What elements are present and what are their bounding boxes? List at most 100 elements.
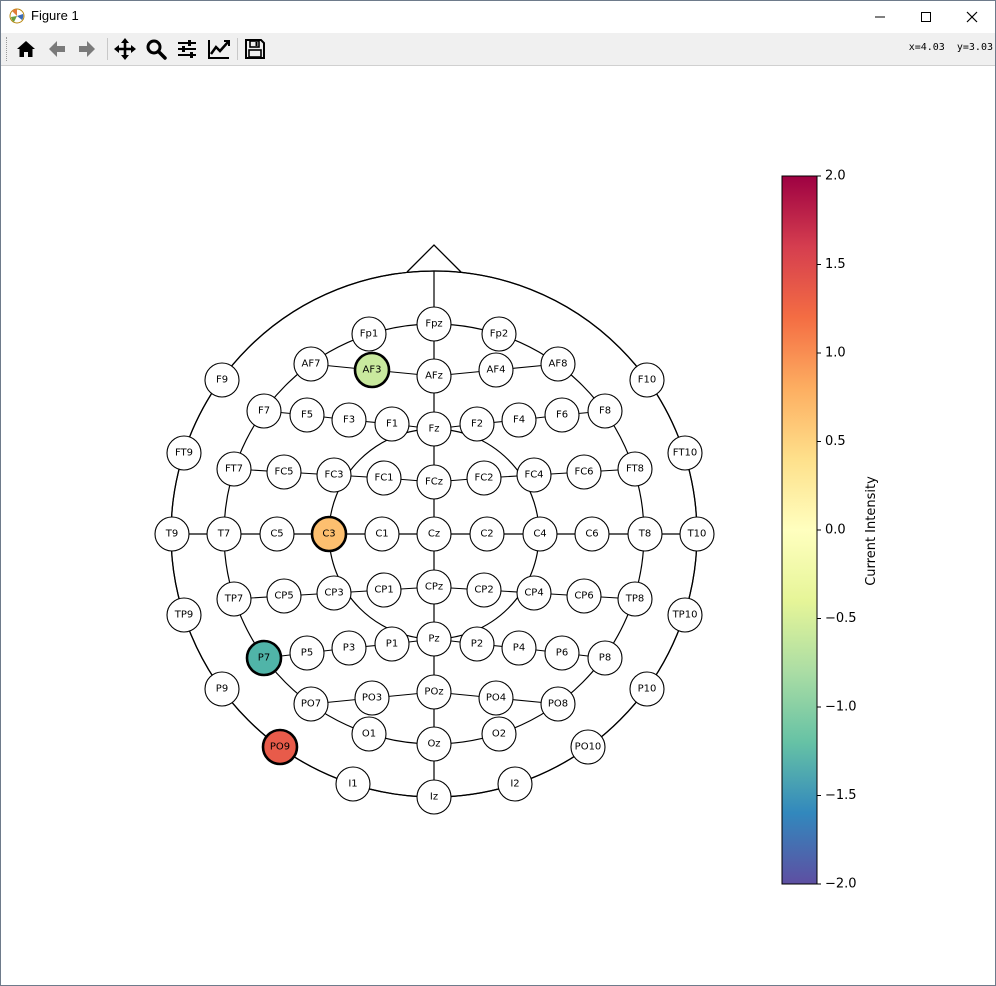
configure-subplots-button[interactable] [174,36,200,62]
back-button[interactable] [44,36,70,62]
colorbar-tick-label: −0.5 [825,611,857,626]
electrode-f10: F10 [629,362,665,398]
electrode-marker [366,572,402,608]
electrode-label: CP1 [374,585,393,596]
electrode-p9: P9 [204,671,240,707]
zoom-button[interactable] [143,36,169,62]
electrode-marker [266,578,302,614]
edit-axis-button[interactable] [206,36,232,62]
electrode-label: Fpz [425,319,442,330]
electrode-label: P5 [301,648,313,659]
electrode-marker [351,716,387,752]
electrode-marker [416,306,452,342]
electrode-label: Fp1 [360,329,378,340]
arrow-right-icon [79,41,95,57]
electrode-fc3: FC3 [316,457,352,493]
electrode-marker [246,393,282,429]
electrode-marker [667,435,703,471]
electrode-marker [629,671,665,707]
electrode-label: FC2 [474,473,493,484]
electrode-label: Fp2 [490,329,508,340]
electrode-marker [566,454,602,490]
electrode-f9: F9 [204,362,240,398]
electrode-marker [416,569,452,605]
electrode-f2: F2 [459,406,495,442]
matplotlib-logo-icon [9,8,25,24]
electrode-fc1: FC1 [366,460,402,496]
electrode-label: CP2 [474,585,493,596]
electrode-marker [416,516,452,552]
electrode-label: CP5 [274,591,293,602]
electrode-fp2: Fp2 [481,316,517,352]
electrode-c2: C2 [469,516,505,552]
electrode-marker [166,597,202,633]
pan-button[interactable] [112,36,138,62]
save-button[interactable] [242,36,268,62]
electrode-label: CP4 [524,588,543,599]
electrode-fc2: FC2 [466,460,502,496]
arrow-left-icon [49,41,65,57]
window-title: Figure 1 [31,8,79,23]
electrode-f7: F7 [246,393,282,429]
close-button[interactable] [949,1,995,32]
electrode-label: Cz [428,529,440,540]
electrode-marker [335,766,371,802]
home-icon [17,41,35,57]
electrode-cp4: CP4 [516,575,552,611]
colorbar: 2.0 1.5 1.0 0.5 0.0 −0.5 −1.0 −1.5 −2.0 Current I… [781,169,879,892]
electrode-po8: PO8 [540,686,576,722]
floppy-disk-icon [245,39,265,59]
electrode-marker [570,729,606,765]
electrode-p3: P3 [331,630,367,666]
electrode-af4: AF4 [478,352,514,388]
close-icon [966,11,978,22]
nose-marker [406,244,462,273]
electrode-marker [466,460,502,496]
electrode-label: PO4 [486,693,506,704]
electrode-marker [667,597,703,633]
electrode-marker [331,402,367,438]
electrode-label: P9 [216,684,228,695]
electrode-label: F5 [301,410,313,421]
home-button[interactable] [13,36,39,62]
electrode-c1: C1 [364,516,400,552]
forward-button[interactable] [74,36,100,62]
electrode-f3: F3 [331,402,367,438]
electrode-label: O1 [362,729,376,740]
electrode-afz: AFz [416,358,452,394]
electrode-label: PO10 [575,742,602,753]
electrode-cp3: CP3 [316,575,352,611]
sliders-icon [178,40,196,58]
electrode-f5: F5 [289,397,325,433]
navigation-toolbar: x=4.03 y=3.03 [1,33,995,66]
electrode-label: F10 [638,375,656,386]
toolbar-grip [6,37,9,61]
colorbar-tick-label: −1.0 [825,700,857,715]
electrode-label: CP3 [324,588,343,599]
electrode-marker [481,716,517,752]
electrode-marker [289,635,325,671]
electrode-label: TP9 [174,610,194,621]
electrode-label: FCz [425,477,443,488]
electrode-label: AF3 [363,365,382,376]
electrode-marker [501,402,537,438]
electrode-marker [310,515,348,553]
electrode-label: FC6 [574,467,593,478]
electrode-label: CP6 [574,591,593,602]
electrode-marker [617,451,653,487]
electrode-fc5: FC5 [266,454,302,490]
colorbar-tick-label: 2.0 [825,169,846,184]
electrode-label: P2 [471,639,483,650]
figure-canvas[interactable]: Fpz Fp1 Fp2 AF7 AF3 AFz AF4 AF8 F9 F10 F7 F5 F3 F1 Fz F… [1,66,995,985]
minimize-button[interactable] [857,1,903,32]
electrode-marker [497,766,533,802]
electrode-marker [544,635,580,671]
electrode-label: T10 [687,529,707,540]
electrode-label: P1 [386,639,398,650]
magnifier-icon [146,39,167,60]
electrode-p5: P5 [289,635,325,671]
maximize-button[interactable] [903,1,949,32]
electrode-p10: P10 [629,671,665,707]
electrode-marker [261,728,299,766]
electrode-marker [416,621,452,657]
